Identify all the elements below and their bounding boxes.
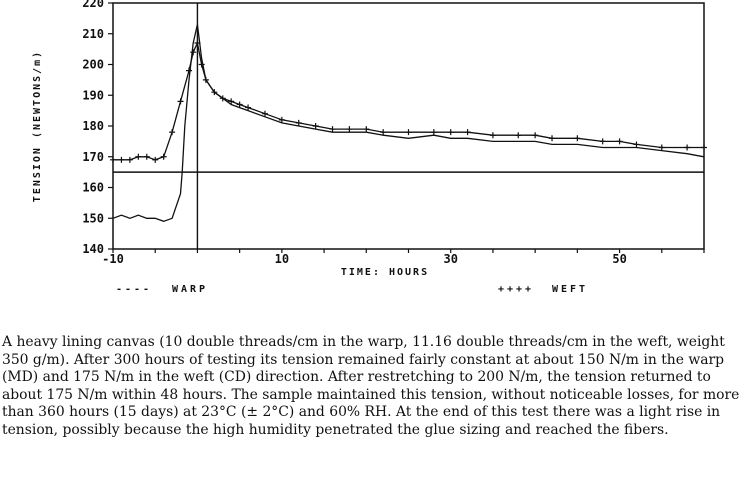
y-tick-label: 200 [82,58,104,72]
weft-point-marker [278,116,285,123]
y-tick-label: 170 [82,150,104,164]
weft-point-marker [135,153,142,160]
weft-point-marker [211,89,218,96]
y-tick-label: 160 [82,181,104,195]
weft-point-marker [219,95,226,102]
weft-point-marker [202,76,209,83]
y-tick-label: 180 [82,119,104,133]
weft-point-marker [194,39,201,46]
weft-point-marker [464,129,471,136]
plot-frame [112,2,705,250]
tension-chart: 140 150 160 170 180 190 200 210 220 -10 10 30 50 TE… [32,0,707,295]
y-tick-label: 140 [82,242,104,256]
weft-point-marker [346,126,353,133]
weft-point-marker [185,67,192,74]
weft-point-marker [599,138,606,145]
weft-point-marker [198,61,205,68]
weft-point-marker [363,126,370,133]
weft-point-marker [380,129,387,136]
legend: ---- WARP ++++ WEFT [116,284,588,295]
y-axis-label: TENSION (NEWTONS/m) [32,50,43,202]
weft-point-marker [245,104,252,111]
weft-point-marker [430,129,437,136]
x-axis-label: TIME: HOURS [341,267,429,278]
legend-weft-symbol: ++++ [498,284,534,295]
legend-warp-label: WARP [172,284,208,295]
weft-point-marker [532,132,539,139]
weft-point-marker [110,156,116,163]
weft-point-marker [236,101,243,108]
weft-point-marker [329,126,336,133]
y-tick-label: 190 [82,88,104,102]
weft-point-marker [405,129,412,136]
weft-point-marker [295,119,302,126]
weft-point-marker [177,98,184,105]
weft-point-marker [633,141,640,148]
x-tick-label: 50 [612,252,626,266]
weft-point-marker [574,135,581,142]
x-tick-label: 10 [275,252,289,266]
weft-point-marker [160,153,167,160]
weft-point-marker [190,49,197,56]
weft-point-marker [126,156,133,163]
x-tick-label: 30 [443,252,457,266]
weft-point-marker [152,156,159,163]
weft-point-marker [549,135,556,142]
y-tick-label: 220 [82,0,104,10]
x-tick-label: -10 [102,252,124,266]
figure-caption: A heavy lining canvas (10 double threads… [2,334,740,438]
weft-point-marker [228,98,235,105]
weft-point-marker [515,132,522,139]
legend-warp-symbol: ---- [116,284,152,295]
series-line-weft [113,40,704,161]
weft-point-marker [312,123,319,129]
weft-point-marker [658,144,665,151]
weft-point-marker [118,156,125,163]
legend-weft-label: WEFT [552,284,588,295]
y-tick-label: 210 [82,27,104,41]
weft-point-marker [143,153,150,160]
weft-point-marker [447,129,454,136]
y-tick-label: 150 [82,211,104,225]
weft-point-marker [169,129,176,136]
series-line-warp [112,24,705,222]
weft-point-marker [489,132,496,139]
weft-point-marker [701,144,707,151]
weft-point-marker [261,110,268,117]
weft-point-marker [616,138,623,145]
weft-point-marker [684,144,691,151]
